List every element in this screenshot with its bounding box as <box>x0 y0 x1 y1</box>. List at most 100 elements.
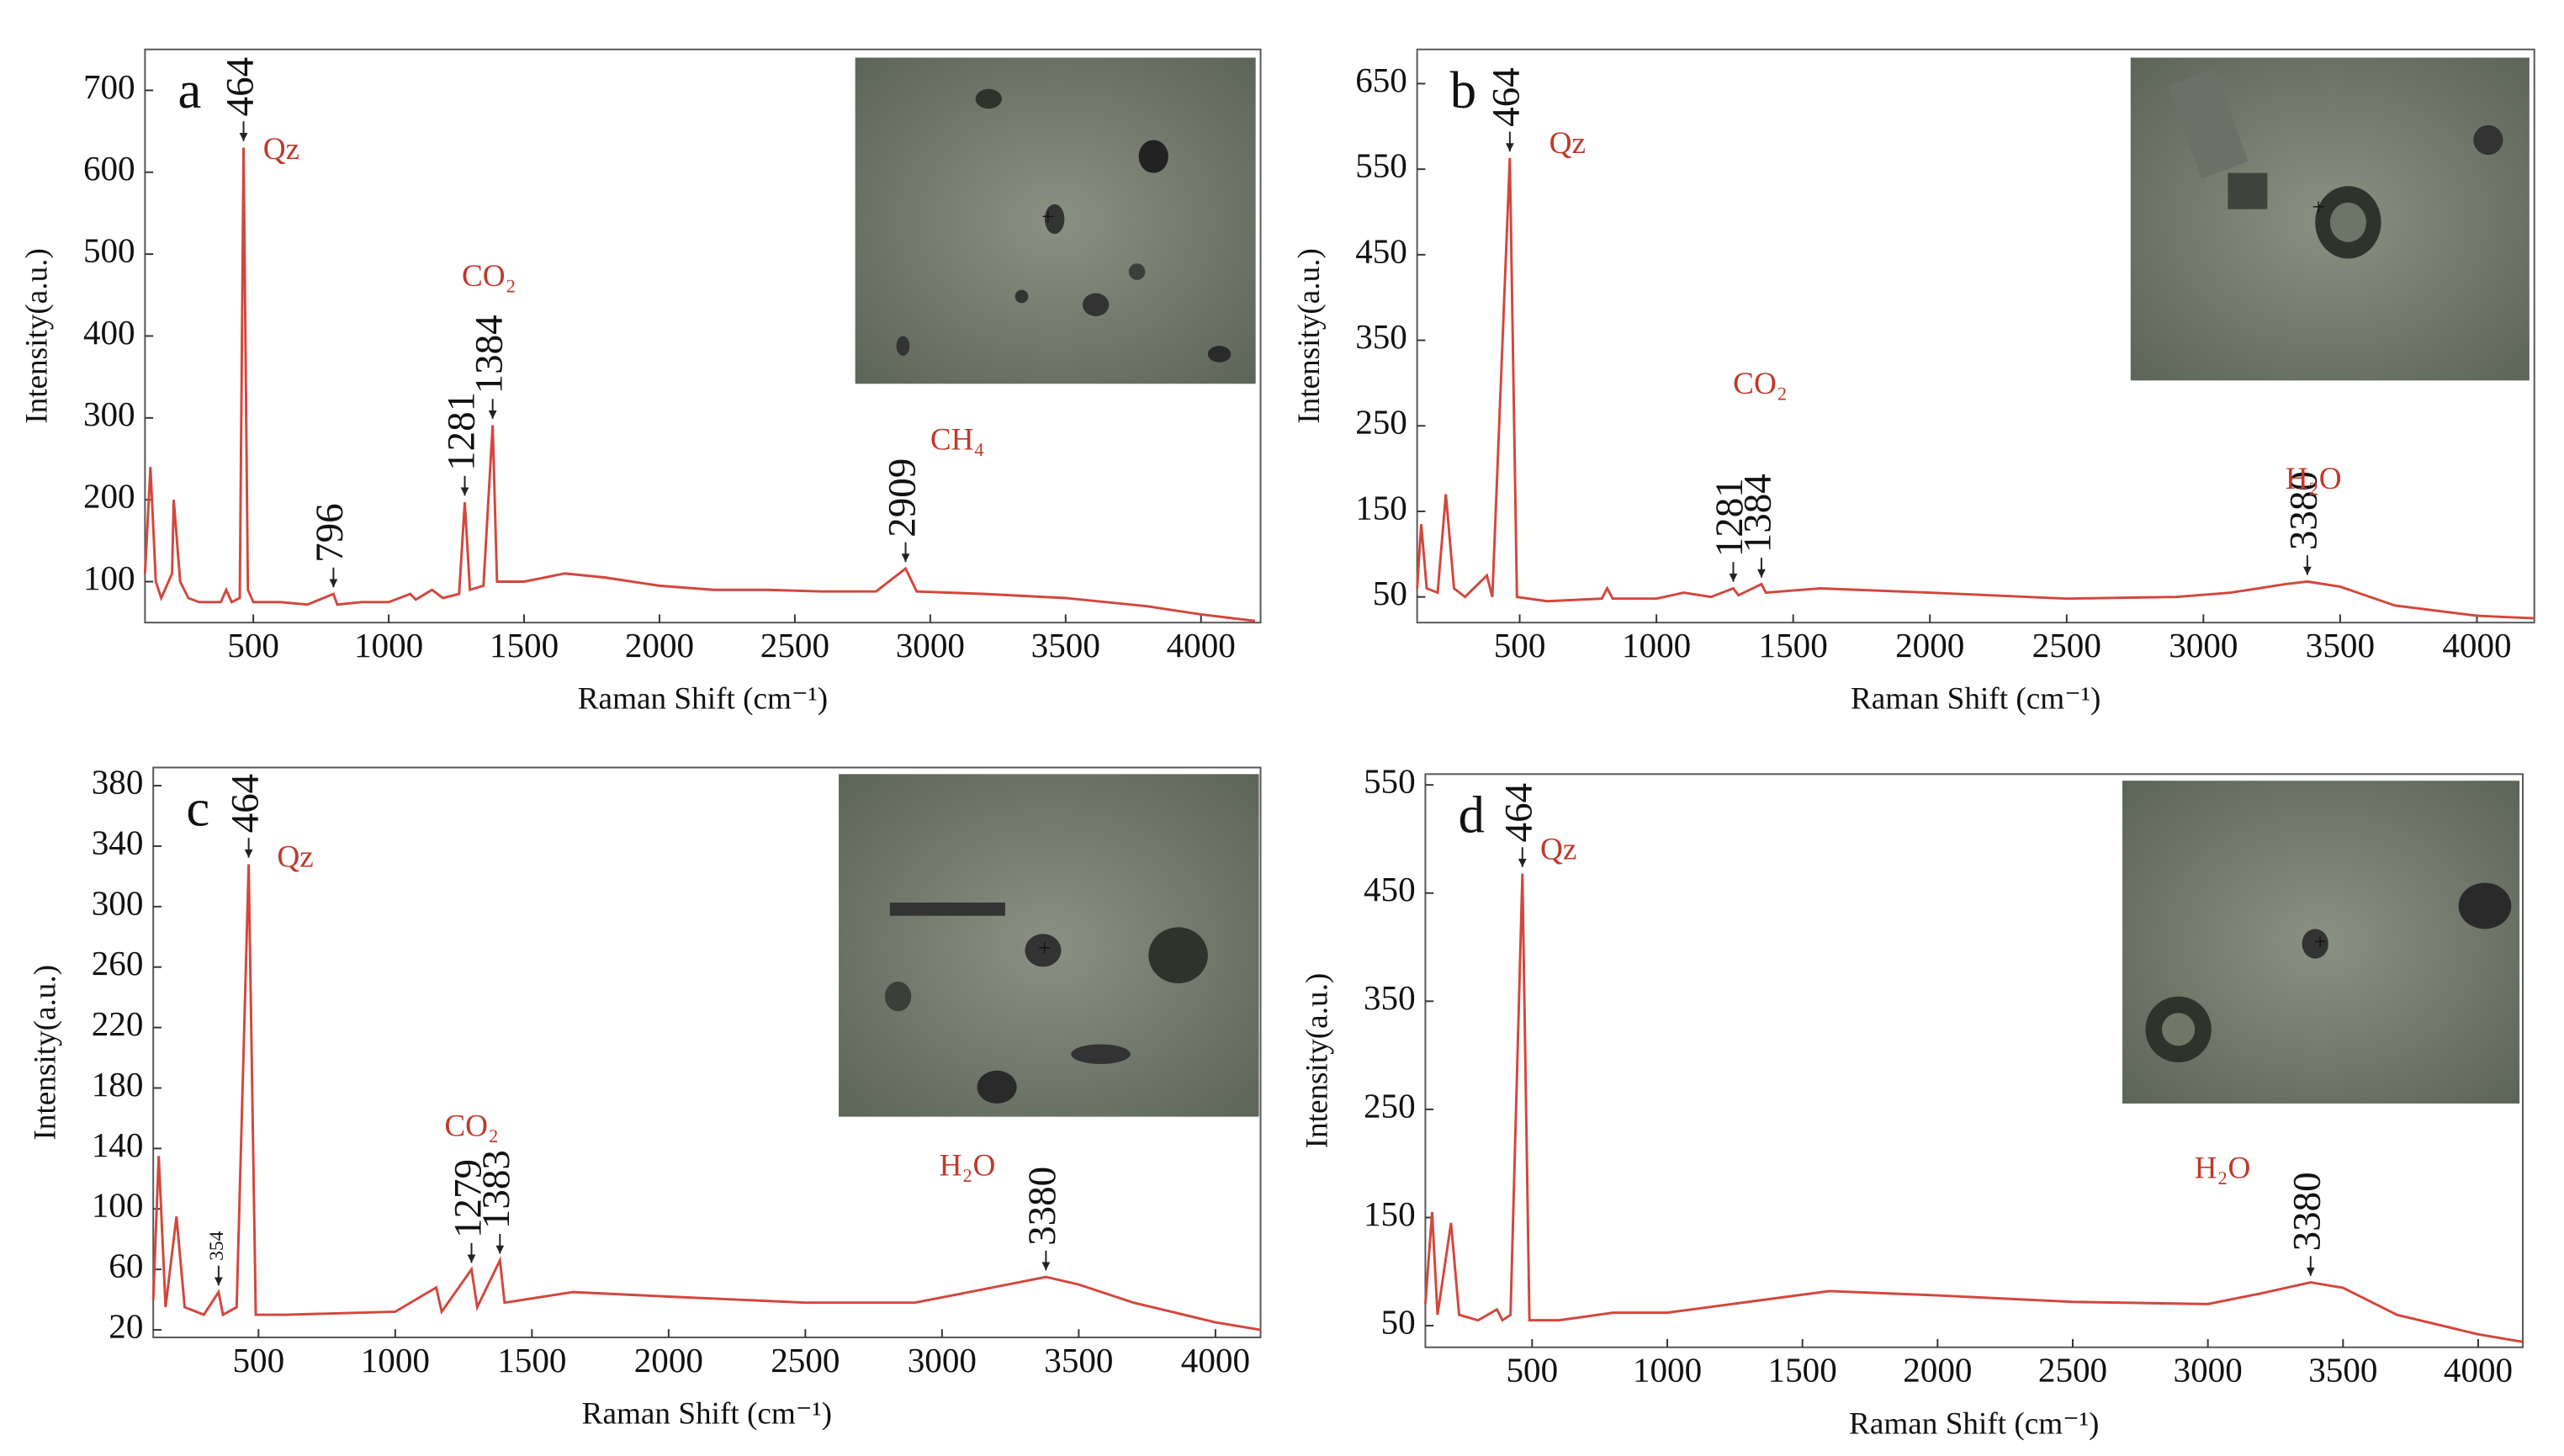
y-tick-label: 350 <box>1364 978 1416 1017</box>
x-tick-label: 3500 <box>2308 1351 2377 1390</box>
spectrum-line <box>1416 157 2535 620</box>
y-axis-label: Intensity(a.u.) <box>20 248 55 424</box>
peak-label: 354 <box>206 1231 228 1260</box>
peak-label: 3380 <box>2286 1172 2329 1251</box>
peak-arrowhead <box>488 410 497 419</box>
peak-arrowhead <box>329 579 338 588</box>
x-tick-label: 2000 <box>1903 1351 1972 1390</box>
panel-label: d <box>1459 786 1485 844</box>
x-tick-label: 500 <box>1494 626 1546 664</box>
panel: 50 150 250 350 450 550 650 500 1000 1500 2000 2500 3… <box>1292 48 2535 717</box>
species-label: Qz <box>1550 126 1586 161</box>
panel: 100 200 300 400 500 600 700 500 1000 1500 2000 2500… <box>20 48 1262 717</box>
y-axis-label: Intensity(a.u.) <box>1292 248 1327 424</box>
x-tick-label: 3500 <box>1044 1341 1113 1379</box>
x-tick-label: 3500 <box>2306 626 2375 664</box>
y-tick-label: 180 <box>92 1065 144 1104</box>
peak-label: 1281 <box>1708 478 1751 557</box>
panel-label: b <box>1450 61 1476 119</box>
x-tick-label: 2500 <box>760 626 829 664</box>
panel-label: a <box>178 61 202 119</box>
peak-label: 1383 <box>474 1150 518 1229</box>
svg-text:+: + <box>2313 929 2326 954</box>
peak-label: 1384 <box>1736 474 1780 553</box>
y-tick-label: 380 <box>92 763 144 802</box>
x-tick-label: 2000 <box>625 626 694 664</box>
y-tick-label: 260 <box>92 944 144 982</box>
y-tick-label: 450 <box>1364 870 1416 908</box>
y-tick-label: 500 <box>83 231 135 270</box>
y-tick-label: 350 <box>1355 317 1407 356</box>
y-tick-label: 340 <box>92 823 144 861</box>
y-tick-label: 200 <box>83 477 135 516</box>
y-axis-label: Intensity(a.u.) <box>1301 973 1335 1149</box>
y-tick-label: 700 <box>83 67 135 106</box>
peak-arrowhead <box>2306 1267 2315 1276</box>
x-tick-label: 4000 <box>1181 1341 1250 1379</box>
species-label: CH₄ <box>930 423 985 458</box>
x-tick-label: 4000 <box>2442 626 2511 664</box>
peak-arrowhead <box>467 1254 476 1263</box>
peak-arrowhead <box>1518 858 1527 867</box>
x-tick-label: 1000 <box>361 1341 430 1379</box>
x-tick-label: 1500 <box>490 626 559 664</box>
x-axis-label: Raman Shift (cm⁻¹) <box>1851 682 2100 717</box>
x-tick-label: 1500 <box>497 1341 566 1379</box>
peak-label: 3380 <box>1020 1167 1064 1246</box>
panel: 50 150 250 350 450 550 500 1000 1500 2000 2500 3000… <box>1301 762 2524 1441</box>
x-tick-label: 500 <box>1507 1351 1559 1390</box>
y-tick-label: 550 <box>1355 146 1407 185</box>
peak-label: 1281 <box>439 392 483 471</box>
x-tick-label: 4000 <box>2444 1351 2513 1390</box>
x-tick-label: 1000 <box>1633 1351 1702 1390</box>
species-label: H₂O <box>940 1148 996 1183</box>
peak-label: 796 <box>308 503 352 562</box>
species-label: Qz <box>277 840 313 875</box>
svg-text:+: + <box>1038 935 1051 961</box>
peak-label: 464 <box>223 774 267 833</box>
x-tick-label: 4000 <box>1167 626 1236 664</box>
x-tick-label: 2500 <box>771 1341 840 1379</box>
y-tick-label: 250 <box>1355 403 1407 442</box>
micrograph-c: + <box>839 774 1259 1117</box>
y-tick-label: 50 <box>1373 574 1407 612</box>
y-tick-label: 100 <box>92 1186 144 1225</box>
species-label: H₂O <box>2195 1152 2251 1186</box>
species-label: Qz <box>1540 832 1576 866</box>
spectrum-line <box>151 864 1261 1332</box>
plot-frame <box>1424 773 2524 1348</box>
micrograph-b: + <box>2130 57 2530 381</box>
peak-arrowhead <box>495 1245 505 1254</box>
y-tick-label: 300 <box>92 883 144 922</box>
peak-arrowhead <box>214 1277 223 1286</box>
species-label: CO₂ <box>1733 367 1788 401</box>
spectrum-line <box>143 147 1256 622</box>
y-tick-label: 450 <box>1355 231 1407 270</box>
x-axis-label: Raman Shift (cm⁻¹) <box>1849 1406 2099 1441</box>
peak-label: 464 <box>1497 783 1541 842</box>
x-tick-label: 2000 <box>1895 626 1964 664</box>
peak-label: 1279 <box>446 1159 490 1238</box>
y-tick-label: 140 <box>92 1125 144 1164</box>
y-tick-label: 300 <box>83 394 135 433</box>
species-label: CO₂ <box>444 1109 499 1144</box>
peak-arrowhead <box>901 553 910 563</box>
x-axis-label: Raman Shift (cm⁻¹) <box>578 682 828 717</box>
svg-text:+: + <box>1041 204 1054 230</box>
y-tick-label: 100 <box>83 559 135 597</box>
peak-arrowhead <box>1505 143 1514 152</box>
y-tick-label: 220 <box>92 1004 144 1043</box>
y-tick-label: 250 <box>1364 1086 1416 1125</box>
x-tick-label: 500 <box>227 626 279 664</box>
plot-frame <box>1416 48 2535 624</box>
y-tick-label: 550 <box>1364 762 1416 801</box>
y-tick-label: 20 <box>109 1306 143 1345</box>
x-tick-label: 3000 <box>2169 626 2238 664</box>
peak-arrowhead <box>460 487 469 496</box>
peak-label: 3380 <box>2282 471 2326 550</box>
peak-label: 464 <box>218 57 262 116</box>
peak-label: 2909 <box>880 458 924 537</box>
x-tick-label: 1500 <box>1768 1351 1837 1390</box>
